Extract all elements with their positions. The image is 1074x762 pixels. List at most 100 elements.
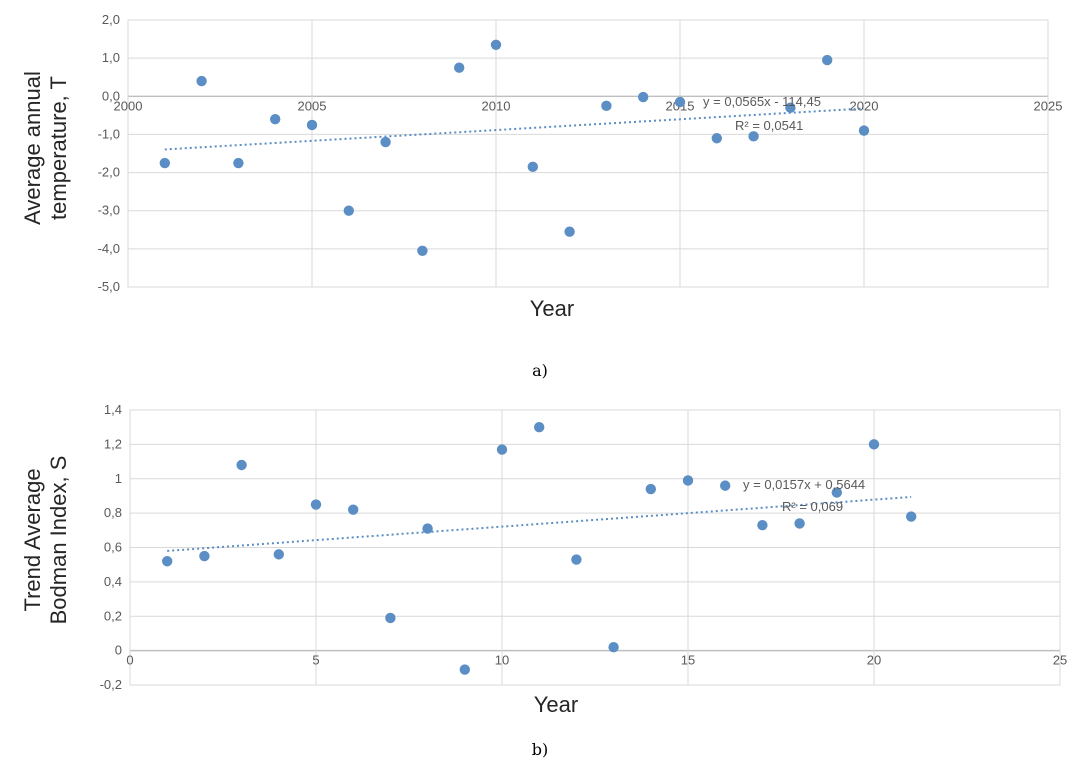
- b-y-tick-label: 1,2: [104, 436, 122, 451]
- b-data-point: [310, 499, 322, 510]
- a-y-tick-label: -1,0: [98, 126, 120, 141]
- b-data-point: [868, 439, 880, 450]
- b-data-point: [422, 523, 433, 534]
- b-data-point: [720, 480, 731, 491]
- a-data-point: [674, 96, 686, 108]
- chart-a-y-axis-title-line1: Average annual: [20, 71, 45, 225]
- b-data-point: [645, 483, 656, 495]
- a-data-point: [490, 39, 502, 50]
- chart-a-panel-label: a): [532, 361, 548, 380]
- a-x-tick-label: 2025: [1034, 98, 1063, 113]
- a-data-point: [638, 91, 649, 103]
- a-data-point: [858, 125, 870, 136]
- a-x-tick-label: 2005: [298, 98, 327, 113]
- b-y-tick-label: -0,2: [100, 677, 122, 692]
- a-y-tick-label: -3,0: [98, 203, 120, 218]
- b-y-tick-label: 0,6: [104, 540, 122, 555]
- b-data-point: [496, 444, 508, 455]
- chart-b-y-axis-title-line2: Bodman Index, S: [46, 456, 71, 625]
- a-data-point: [748, 131, 759, 142]
- chart-b-r-squared: R² = 0,069: [782, 499, 843, 514]
- b-data-point: [162, 556, 173, 567]
- a-y-tick-label: -5,0: [98, 279, 120, 294]
- a-data-point: [785, 102, 796, 113]
- a-x-tick-label: 2020: [850, 98, 879, 113]
- b-data-point: [534, 421, 545, 433]
- chart-a-y-axis-title-line2: temperature, T: [46, 76, 71, 220]
- chart-b-trendline-group: [167, 495, 912, 552]
- a-data-point: [417, 245, 428, 256]
- a-data-point: [306, 119, 318, 131]
- b-y-tick-label: 0,8: [104, 505, 122, 520]
- chart-a-x-ticks: 200020052010201520202025: [114, 98, 1063, 113]
- chart-b-x-ticks: 0 5 10 15 20 25: [126, 653, 1067, 668]
- chart-b-equation: y = 0,0157x + 0,5644: [743, 477, 865, 492]
- chart-b: 1,4 1,2 1 0,8 0,6 0,4 0,2 0 -0,2 0 5 10 15 20 25 y = …: [20, 402, 1067, 759]
- a-data-point: [196, 75, 207, 87]
- a-data-point: [564, 226, 575, 237]
- b-plot-border: [129, 409, 1061, 686]
- a-data-point: [711, 133, 722, 144]
- b-x-tick-label: 5: [312, 653, 319, 668]
- a-data-point: [380, 136, 391, 148]
- a-x-tick-label: 2010: [482, 98, 511, 113]
- chart-a-equation: y = 0,0565x - 114,45: [703, 94, 821, 109]
- b-data-point: [608, 641, 619, 653]
- chart-b-y-ticks: 1,4 1,2 1 0,8 0,6 0,4 0,2 0 -0,2: [100, 402, 122, 692]
- a-data-point: [343, 205, 354, 216]
- b-data-point: [906, 511, 917, 522]
- b-y-tick-label: 1,4: [104, 402, 122, 417]
- b-data-point: [348, 504, 359, 515]
- a-plot-border: [127, 19, 1049, 288]
- b-data-point: [682, 475, 694, 486]
- chart-b-grid: [129, 409, 1061, 686]
- b-trendline: [167, 495, 912, 552]
- chart-a-x-axis-title: Year: [530, 296, 574, 321]
- b-y-tick-label: 0,4: [104, 574, 122, 589]
- b-data-point: [459, 664, 470, 675]
- chart-a-grid: [127, 19, 1049, 288]
- a-data-point: [233, 157, 244, 169]
- b-y-tick-label: 1: [115, 471, 122, 486]
- a-data-point: [270, 113, 281, 125]
- b-x-tick-label: 0: [126, 653, 133, 668]
- a-data-point: [601, 100, 612, 112]
- chart-a-points: [159, 39, 870, 256]
- a-x-tick-label: 2000: [114, 98, 143, 113]
- b-y-tick-label: 0: [115, 643, 122, 658]
- a-y-tick-label: -4,0: [98, 241, 120, 256]
- chart-b-y-axis-title-line1: Trend Average: [20, 468, 45, 611]
- b-x-tick-label: 15: [681, 653, 695, 668]
- a-y-tick-label: 0,0: [102, 88, 120, 103]
- b-data-point: [794, 518, 805, 529]
- b-data-point: [831, 487, 842, 498]
- chart-a-y-axis-title: Average annual temperature, T: [20, 71, 71, 225]
- b-data-point: [571, 554, 582, 565]
- a-data-point: [454, 62, 465, 73]
- chart-a: 2,0 1,0 0,0 -1,0 -2,0 -3,0 -4,0 -5,0 2000 2005 20…: [20, 12, 1062, 380]
- a-data-point: [159, 157, 170, 169]
- chart-a-trendline-group: [164, 107, 865, 151]
- b-x-tick-label: 10: [495, 653, 509, 668]
- b-x-tick-label: 25: [1053, 653, 1067, 668]
- chart-a-r-squared: R² = 0,0541: [735, 118, 803, 133]
- a-y-tick-label: 1,0: [102, 50, 120, 65]
- b-data-point: [385, 612, 396, 624]
- chart-b-panel-label: b): [532, 740, 548, 759]
- a-y-tick-label: -2,0: [98, 165, 120, 180]
- b-data-point: [236, 459, 247, 471]
- b-data-point: [757, 519, 768, 531]
- a-trendline: [164, 107, 865, 151]
- a-data-point: [527, 161, 538, 173]
- chart-b-x-axis-title: Year: [534, 692, 578, 717]
- b-data-point: [273, 549, 284, 560]
- b-data-point: [199, 550, 210, 562]
- a-data-point: [822, 54, 833, 66]
- chart-a-y-ticks: 2,0 1,0 0,0 -1,0 -2,0 -3,0 -4,0 -5,0: [98, 12, 120, 294]
- chart-b-y-axis-title: Trend Average Bodman Index, S: [20, 456, 71, 625]
- b-x-tick-label: 20: [867, 653, 881, 668]
- b-y-tick-label: 0,2: [104, 608, 122, 623]
- a-y-tick-label: 2,0: [102, 12, 120, 27]
- chart-b-points: [162, 421, 917, 675]
